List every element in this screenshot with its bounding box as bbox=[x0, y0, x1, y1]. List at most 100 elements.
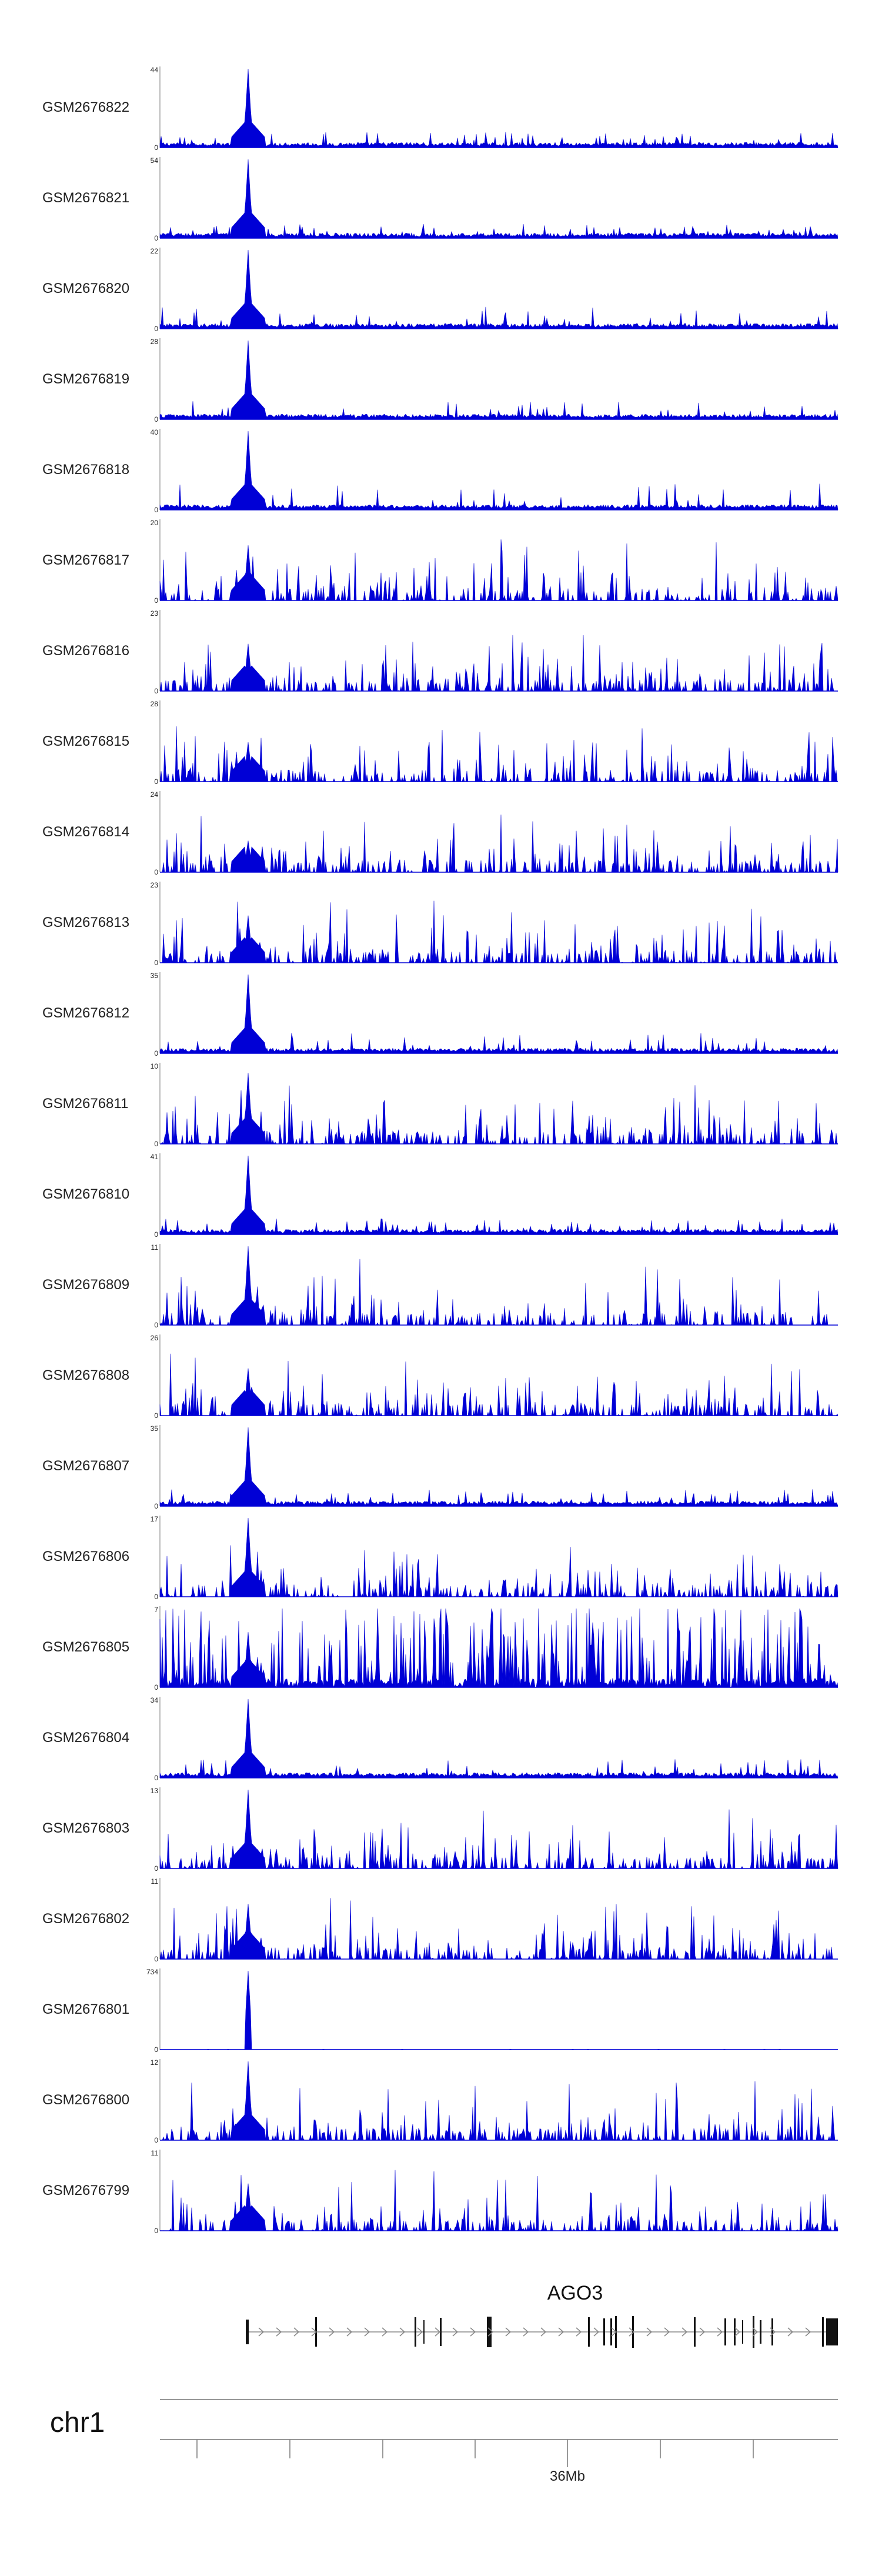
track-scale-max: 17 bbox=[151, 1515, 159, 1523]
track-gsm2676816: GSM2676816 23 0 bbox=[42, 609, 838, 695]
track-signal bbox=[159, 539, 838, 602]
track-scale-max: 41 bbox=[151, 1153, 159, 1161]
gene-exon bbox=[610, 2318, 612, 2345]
gene-exon bbox=[753, 2316, 754, 2348]
track-scale-min: 0 bbox=[154, 415, 158, 423]
track-scale-min: 0 bbox=[154, 234, 158, 242]
track-gsm2676814: GSM2676814 24 0 bbox=[42, 790, 838, 876]
track-label: GSM2676815 bbox=[42, 733, 129, 749]
gene-exon bbox=[246, 2320, 249, 2344]
track-label: GSM2676814 bbox=[42, 824, 129, 840]
track-signal bbox=[159, 635, 838, 692]
track-label: GSM2676808 bbox=[42, 1367, 129, 1383]
track-scale-max: 35 bbox=[151, 972, 159, 980]
gene-exon bbox=[694, 2317, 696, 2347]
track-gsm2676802: GSM2676802 11 0 bbox=[42, 1877, 838, 1963]
strand-arrow bbox=[399, 2327, 406, 2337]
track-gsm2676818: GSM2676818 40 0 bbox=[42, 428, 838, 514]
track-scale-min: 0 bbox=[154, 1049, 158, 1057]
track-scale-min: 0 bbox=[154, 1864, 158, 1873]
track-scale-min: 0 bbox=[154, 778, 158, 786]
track-scale-max: 13 bbox=[151, 1787, 159, 1795]
gene-exon bbox=[423, 2320, 425, 2344]
track-scale-min: 0 bbox=[154, 1502, 158, 1510]
track-signal bbox=[159, 726, 838, 783]
track-label: GSM2676803 bbox=[42, 1820, 129, 1836]
gene-exon bbox=[588, 2317, 590, 2347]
track-signal bbox=[159, 1608, 838, 1688]
track-scale-min: 0 bbox=[154, 144, 158, 152]
strand-arrow bbox=[752, 2327, 759, 2337]
track-signal bbox=[160, 900, 838, 964]
track-signal bbox=[159, 1427, 838, 1507]
gene-label: AGO3 bbox=[547, 2282, 603, 2304]
track-scale-min: 0 bbox=[154, 959, 158, 967]
strand-arrows bbox=[258, 2327, 811, 2337]
strand-arrow bbox=[435, 2327, 441, 2337]
track-signal bbox=[160, 1073, 838, 1145]
strand-arrow bbox=[364, 2327, 370, 2337]
track-gsm2676822: GSM2676822 44 0 bbox=[42, 66, 838, 152]
track-signal bbox=[159, 1699, 838, 1778]
track-gsm2676800: GSM2676800 12 0 bbox=[42, 2058, 838, 2144]
track-scale-min: 0 bbox=[154, 1774, 158, 1782]
strand-arrow bbox=[311, 2327, 318, 2337]
track-scale-max: 12 bbox=[151, 2058, 159, 2067]
track-scale-min: 0 bbox=[154, 506, 158, 514]
strand-arrow bbox=[734, 2327, 741, 2337]
strand-arrow bbox=[523, 2327, 529, 2337]
track-label: GSM2676804 bbox=[42, 1730, 129, 1746]
signal-tracks: GSM2676822440GSM2676821540GSM2676820220G… bbox=[42, 66, 838, 2235]
track-scale-max: 28 bbox=[151, 338, 159, 346]
track-label: GSM2676801 bbox=[42, 2001, 129, 2017]
track-signal bbox=[160, 815, 838, 873]
track-label: GSM2676819 bbox=[42, 371, 129, 387]
track-signal bbox=[160, 2061, 838, 2141]
strand-arrow bbox=[629, 2327, 635, 2337]
track-gsm2676820: GSM2676820 22 0 bbox=[42, 247, 838, 333]
track-scale-min: 0 bbox=[154, 2227, 158, 2235]
track-gsm2676817: GSM2676817 20 0 bbox=[42, 519, 838, 605]
track-gsm2676815: GSM2676815 28 0 bbox=[42, 700, 838, 786]
track-scale-min: 0 bbox=[154, 325, 158, 333]
track-scale-max: 26 bbox=[151, 1334, 159, 1342]
track-scale-max: 11 bbox=[151, 1877, 159, 1886]
track-signal bbox=[159, 974, 838, 1054]
track-scale-max: 20 bbox=[151, 519, 159, 527]
track-gsm2676810: GSM2676810 41 0 bbox=[42, 1153, 838, 1239]
track-scale-max: 40 bbox=[151, 428, 159, 436]
strand-arrow bbox=[276, 2327, 282, 2337]
track-scale-max: 44 bbox=[151, 66, 159, 74]
track-label: GSM2676817 bbox=[42, 552, 129, 568]
track-scale-max: 54 bbox=[151, 156, 159, 165]
track-gsm2676809: GSM2676809 11 0 bbox=[42, 1243, 838, 1329]
track-gsm2676821: GSM2676821 54 0 bbox=[42, 156, 838, 242]
track-signal bbox=[159, 1970, 838, 2050]
track-signal bbox=[159, 68, 838, 148]
track-signal bbox=[159, 1517, 838, 1598]
track-signal bbox=[159, 1353, 838, 1417]
track-gsm2676806: GSM2676806 17 0 bbox=[42, 1515, 838, 1601]
track-scale-max: 34 bbox=[151, 1696, 159, 1704]
track-gsm2676803: GSM2676803 13 0 bbox=[42, 1787, 838, 1873]
track-scale-min: 0 bbox=[154, 1593, 158, 1601]
track-signal bbox=[159, 340, 838, 420]
track-signal bbox=[159, 431, 838, 510]
track-label: GSM2676805 bbox=[42, 1639, 129, 1655]
strand-arrow bbox=[293, 2327, 300, 2337]
track-scale-min: 0 bbox=[154, 596, 158, 605]
track-label: GSM2676799 bbox=[42, 2183, 129, 2198]
track-scale-max: 7 bbox=[154, 1606, 158, 1614]
strand-arrow bbox=[699, 2327, 706, 2337]
strand-arrow bbox=[805, 2327, 811, 2337]
track-signal bbox=[159, 1155, 838, 1235]
strand-arrow bbox=[646, 2327, 653, 2337]
track-gsm2676801: GSM2676801 734 0 bbox=[42, 1968, 838, 2054]
track-scale-max: 10 bbox=[151, 1062, 159, 1070]
ruler-ticks bbox=[196, 2440, 754, 2467]
track-gsm2676807: GSM2676807 35 0 bbox=[42, 1424, 838, 1510]
track-scale-min: 0 bbox=[154, 1230, 158, 1239]
strand-arrow bbox=[540, 2327, 547, 2337]
track-scale-min: 0 bbox=[154, 2136, 158, 2144]
